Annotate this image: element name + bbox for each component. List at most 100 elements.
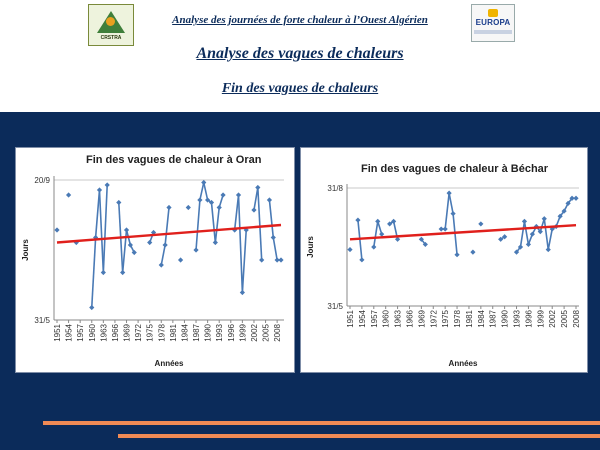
x-tick-label: 1996 — [524, 309, 533, 327]
data-point — [243, 227, 249, 233]
trend-line — [56, 223, 282, 244]
data-point — [239, 289, 245, 296]
data-point — [89, 304, 95, 311]
x-tick-label: 1966 — [405, 309, 414, 327]
x-tick-label: 1960 — [88, 323, 97, 341]
data-point — [371, 244, 377, 250]
x-tick-label: 1990 — [501, 309, 510, 327]
series-segment — [218, 194, 224, 208]
data-point — [454, 252, 460, 258]
x-tick-label: 1951 — [53, 323, 62, 341]
x-tick-label: 1981 — [169, 323, 178, 341]
data-point — [116, 199, 122, 206]
x-tick-label: 1954 — [65, 323, 74, 341]
x-tick-label: 1999 — [238, 323, 247, 341]
x-tick-label: 1984 — [477, 309, 486, 327]
x-tick-label: 1969 — [417, 309, 426, 327]
data-point — [502, 234, 508, 240]
data-point — [565, 200, 571, 206]
x-tick-label: 1966 — [111, 323, 120, 341]
data-point — [569, 195, 575, 201]
series-segment — [376, 221, 383, 235]
data-point — [127, 242, 133, 248]
x-tick-label: 1972 — [429, 309, 438, 327]
data-point — [278, 257, 284, 263]
x-tick-label: 1975 — [146, 323, 155, 341]
x-axis-label: Années — [449, 359, 478, 368]
x-tick-label: 1975 — [441, 309, 450, 327]
data-point — [573, 195, 579, 201]
x-tick-label: 2008 — [572, 309, 581, 327]
series-segment — [98, 189, 105, 273]
chart-title: Fin des vagues de chaleur à Béchar — [361, 163, 549, 175]
x-tick-label: 1978 — [157, 323, 166, 341]
y-tick-label: 31/5 — [327, 302, 343, 311]
x-tick-label: 1993 — [215, 323, 224, 341]
data-point — [545, 246, 551, 253]
data-point — [177, 257, 184, 263]
x-tick-label: 2005 — [560, 309, 569, 327]
series-segment — [272, 237, 278, 261]
series-segment — [547, 228, 553, 250]
x-tick-label: 1960 — [382, 309, 391, 327]
data-point — [274, 257, 280, 263]
x-tick-label: 1951 — [346, 309, 355, 327]
series-segment — [357, 219, 363, 260]
data-point — [147, 239, 153, 246]
series-segment — [448, 192, 454, 214]
logo-right-text: EUROPA — [475, 18, 511, 27]
series-segment — [444, 193, 450, 230]
series-segment — [237, 194, 244, 293]
crstra-logo: CRSTRA — [88, 4, 134, 46]
data-point — [347, 246, 353, 253]
logo-right-subtext — [474, 30, 512, 34]
data-point — [379, 231, 385, 237]
series-segment — [523, 221, 530, 245]
series-segment — [241, 229, 248, 293]
data-point — [521, 218, 528, 224]
x-tick-label: 1954 — [358, 309, 367, 327]
flag-icon — [488, 9, 498, 17]
data-point — [438, 226, 444, 232]
data-point — [162, 242, 168, 248]
x-tick-label: 2002 — [250, 323, 259, 341]
series-segment — [94, 189, 101, 238]
trend-line — [349, 223, 577, 241]
chart-title: Fin des vagues de chaleur à Oran — [86, 154, 262, 166]
x-tick-label: 1963 — [394, 309, 403, 327]
data-point — [166, 204, 172, 211]
data-point — [359, 257, 365, 263]
chart-oran: Fin des vagues de chaleur à Oran 20/9 31/5… — [21, 154, 284, 368]
data-point — [100, 269, 106, 276]
y-axis-label: Jours — [306, 236, 315, 258]
x-tick-label: 1984 — [180, 323, 189, 341]
series-segment — [214, 207, 221, 243]
data-point — [266, 197, 273, 203]
x-tick-label: 2002 — [548, 309, 557, 327]
x-tick-label: 2005 — [262, 323, 271, 341]
x-tick-label: 1999 — [536, 309, 545, 327]
x-tick-label: 1957 — [76, 323, 85, 341]
data-point — [212, 239, 218, 246]
series-segment — [372, 221, 379, 248]
data-point — [104, 182, 110, 188]
data-point — [270, 234, 276, 241]
sun-icon — [106, 17, 115, 26]
x-tick-label: 1978 — [453, 309, 462, 327]
data-point — [470, 249, 476, 255]
y-tick-label: 31/5 — [34, 316, 50, 325]
x-tick-label: 1993 — [513, 309, 522, 327]
data-point — [123, 227, 130, 233]
data-point — [54, 227, 60, 233]
data-point — [537, 229, 543, 235]
europa-logo: EUROPA — [471, 4, 515, 42]
data-point — [375, 218, 381, 224]
data-point — [65, 192, 72, 198]
data-point — [197, 197, 203, 203]
series-segment — [195, 199, 201, 251]
series-segment — [102, 184, 109, 273]
data-point — [216, 204, 222, 211]
logo-left-text: CRSTRA — [100, 35, 122, 41]
x-axis-label: Années — [155, 359, 184, 368]
data-point — [442, 226, 448, 232]
